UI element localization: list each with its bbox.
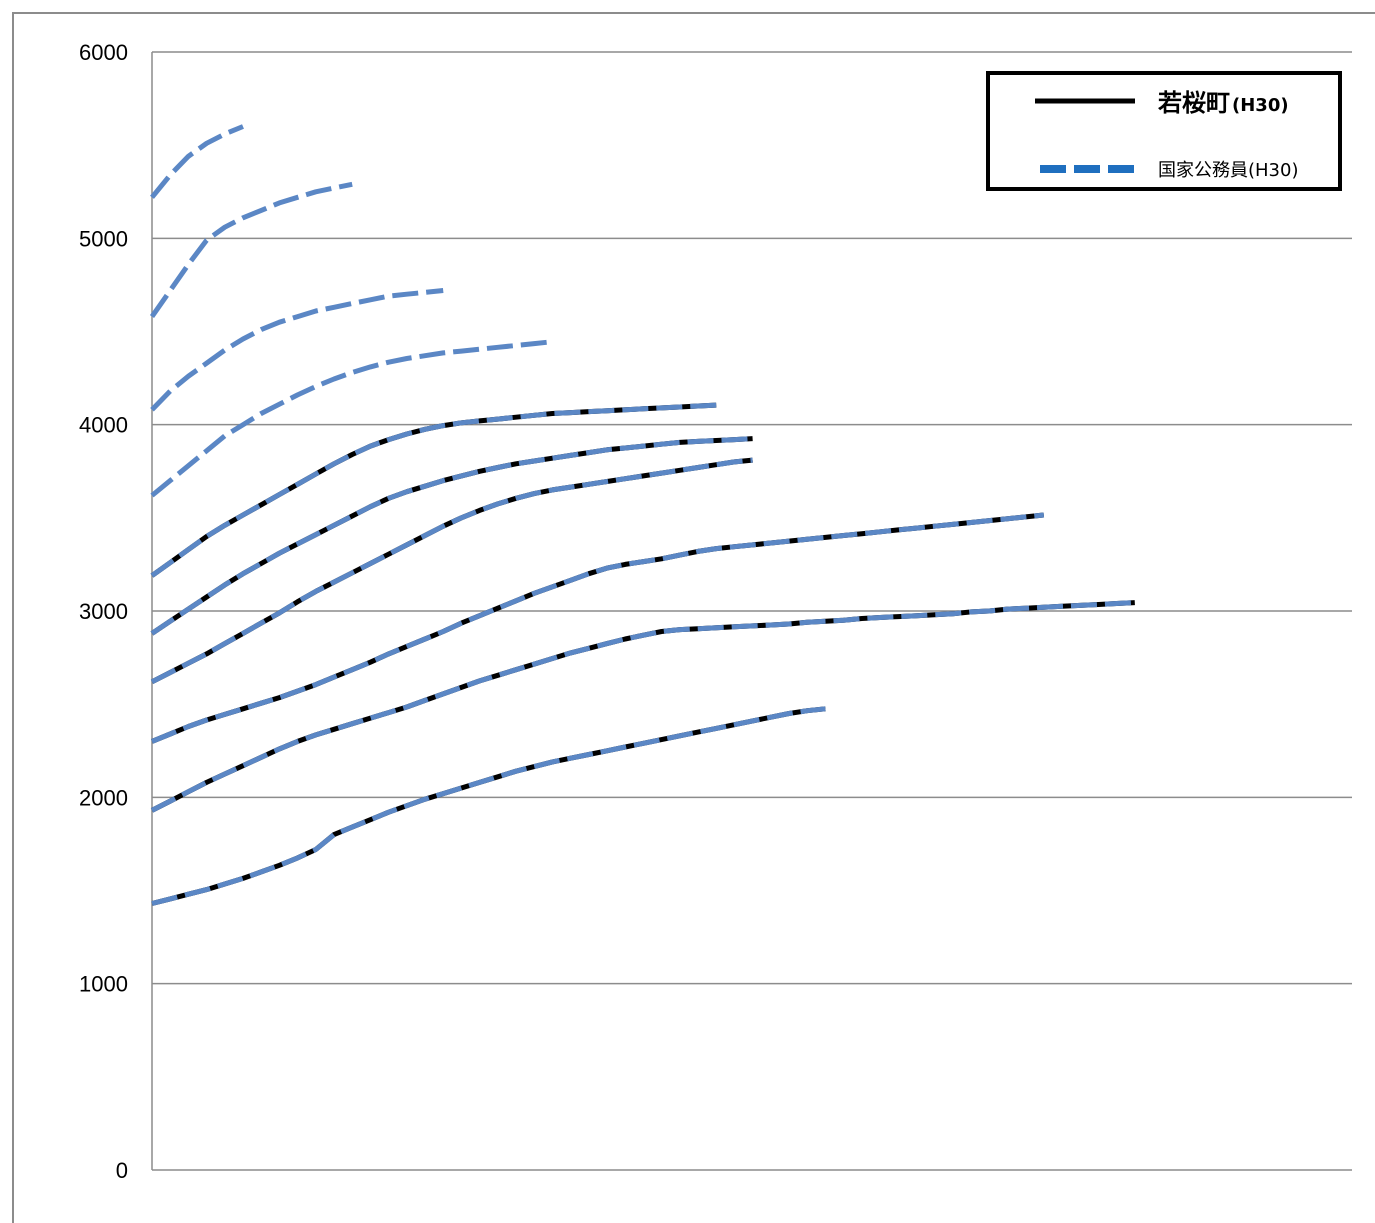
series-national-grade-9 bbox=[149, 181, 353, 319]
y-tick-label-6000: 6000 bbox=[79, 40, 128, 65]
y-tick-label-4000: 4000 bbox=[79, 413, 128, 438]
y-tick-label-0: 0 bbox=[116, 1158, 128, 1183]
y-tick-label-5000: 5000 bbox=[79, 226, 128, 251]
series-national-grade-7 bbox=[150, 339, 553, 498]
y-tick-label-3000: 3000 bbox=[79, 599, 128, 624]
y-tick-label-2000: 2000 bbox=[79, 785, 128, 810]
series-national-grade-8 bbox=[150, 288, 444, 412]
series-national-grade-6 bbox=[150, 402, 717, 578]
axes bbox=[151, 52, 1352, 1171]
legend-label-wakasa: 若桜町 (H30) bbox=[1157, 89, 1289, 117]
legend-box bbox=[986, 71, 1342, 191]
y-axis-tick-labels: 0 1000 2000 3000 4000 5000 6000 bbox=[79, 40, 128, 1183]
series-national-grade-5 bbox=[150, 436, 753, 636]
series-lines bbox=[149, 124, 1135, 906]
chart-frame bbox=[12, 12, 1375, 1223]
series-wakasa-grade-4 bbox=[150, 457, 753, 685]
legend-label-national: 国家公務員(H30) bbox=[1158, 160, 1298, 181]
series-wakasa-grade-5 bbox=[150, 436, 753, 636]
legend: 若桜町 (H30) 国家公務員(H30) bbox=[986, 71, 1342, 191]
series-national-grade-1 bbox=[151, 706, 826, 906]
series-national-grade-3 bbox=[151, 512, 1045, 744]
series-national-grade-2 bbox=[150, 600, 1135, 813]
grid-lines bbox=[152, 51, 1352, 985]
series-national-grade-4 bbox=[150, 457, 753, 685]
y-tick-label-1000: 1000 bbox=[79, 972, 128, 997]
series-national-grade-10 bbox=[150, 124, 244, 199]
